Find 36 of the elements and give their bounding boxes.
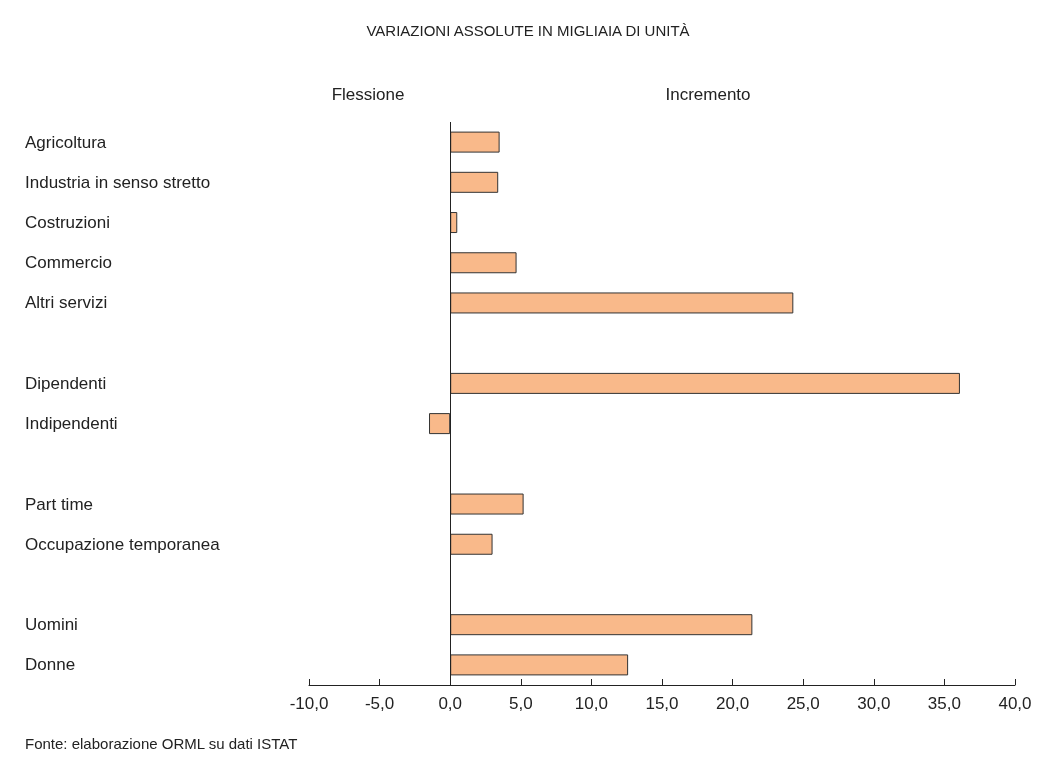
bar bbox=[450, 533, 493, 555]
x-tick-label: 10,0 bbox=[574, 694, 608, 713]
chart-subtitle: VARIAZIONI ASSOLUTE IN MIGLIAIA DI UNITÀ bbox=[366, 22, 690, 39]
y-tick-label: Commercio bbox=[25, 253, 112, 273]
x-tick-label: -5,0 bbox=[364, 694, 395, 713]
x-tick-label: 30,0 bbox=[857, 694, 891, 713]
y-tick-label: Indipendenti bbox=[25, 414, 118, 434]
y-tick-label: Dipendenti bbox=[25, 373, 107, 393]
x-tick-label: 20,0 bbox=[716, 694, 750, 713]
bar bbox=[450, 292, 794, 314]
bar bbox=[450, 372, 960, 394]
bar bbox=[450, 171, 499, 193]
y-tick-label: Altri servizi bbox=[25, 293, 108, 313]
bar bbox=[450, 614, 753, 636]
y-tick-label: Part time bbox=[25, 494, 94, 514]
x-tick-label: 5,0 bbox=[508, 694, 533, 713]
bar bbox=[450, 654, 629, 676]
y-tick-label: Donne bbox=[25, 655, 76, 675]
bar bbox=[450, 131, 500, 153]
x-tick-label: 15,0 bbox=[645, 694, 679, 713]
y-tick-label: Uomini bbox=[25, 615, 78, 635]
bar bbox=[450, 252, 517, 274]
y-tick-label: Industria in senso stretto bbox=[25, 172, 211, 192]
source-note: Fonte: elaborazione ORML su dati ISTAT bbox=[25, 735, 298, 752]
x-tick-label: 35,0 bbox=[927, 694, 961, 713]
y-tick-label: Agricoltura bbox=[25, 132, 107, 152]
x-tick-label: -10,0 bbox=[289, 694, 329, 713]
bar bbox=[429, 413, 451, 435]
x-tick-label: 25,0 bbox=[786, 694, 820, 713]
y-tick-label: Costruzioni bbox=[25, 213, 111, 233]
text: Incremento bbox=[665, 85, 751, 104]
y-tick-label: Occupazione temporanea bbox=[25, 534, 221, 554]
bar bbox=[450, 493, 524, 515]
x-tick-label: 40,0 bbox=[998, 694, 1032, 713]
x-tick-label: 0,0 bbox=[438, 694, 463, 713]
text: Flessione bbox=[331, 85, 405, 104]
